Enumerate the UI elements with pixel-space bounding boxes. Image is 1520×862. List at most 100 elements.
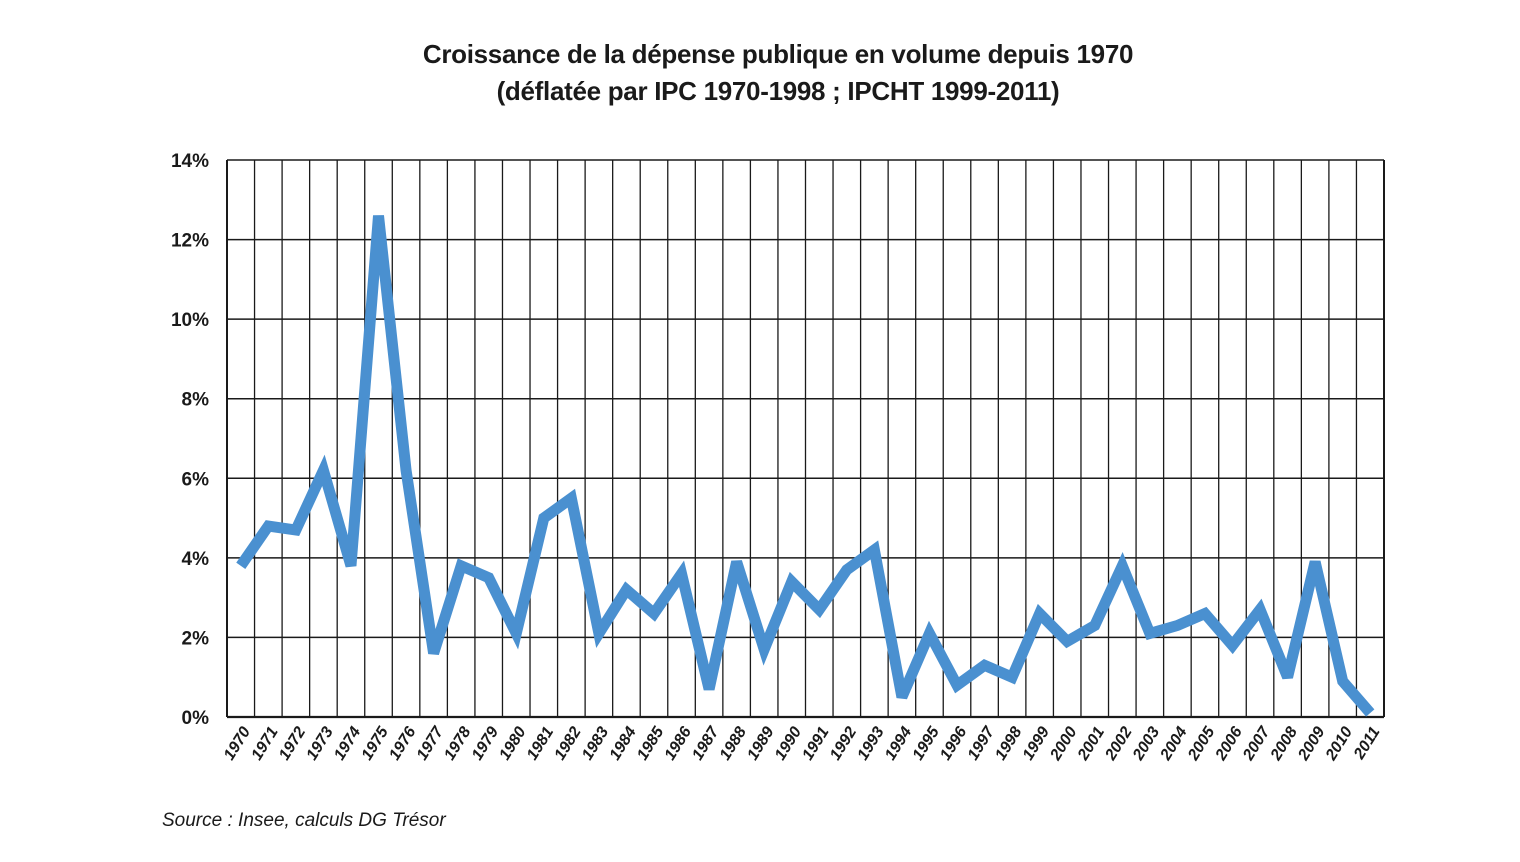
data-point (652, 612, 656, 616)
y-tick-label: 2% (182, 628, 210, 649)
x-tick-label: 1989 (744, 724, 777, 763)
x-tick-label: 1972 (276, 724, 309, 763)
chart-title-block: Croissance de la dépense publique en vol… (0, 36, 1520, 110)
data-point (735, 560, 739, 564)
x-tick-label: 1977 (414, 723, 448, 763)
data-point (459, 564, 463, 568)
x-tick-label: 1990 (772, 724, 805, 763)
x-tick-label: 2010 (1322, 724, 1356, 764)
x-tick-label: 2000 (1047, 724, 1081, 764)
x-tick-label: 1983 (579, 724, 612, 763)
y-tick-label: 6% (182, 469, 210, 490)
data-point (487, 576, 491, 580)
x-tick-label: 1985 (634, 723, 668, 763)
x-tick-label: 1997 (965, 723, 999, 763)
data-point (1038, 612, 1042, 616)
data-point (1065, 639, 1069, 643)
data-point (1120, 564, 1124, 568)
x-tick-label: 1979 (469, 724, 502, 763)
data-point (404, 468, 408, 472)
y-tick-label: 14% (171, 151, 209, 172)
x-tick-label: 1976 (386, 724, 419, 763)
x-tick-label: 1994 (882, 724, 915, 763)
data-point (266, 524, 270, 528)
data-point (597, 631, 601, 635)
x-tick-label: 1970 (221, 724, 254, 763)
data-point (762, 647, 766, 651)
data-point (680, 572, 684, 576)
data-point (927, 631, 931, 635)
data-point (1148, 631, 1152, 635)
x-tick-label: 2003 (1129, 724, 1163, 764)
series (236, 214, 1375, 717)
x-tick-label: 1992 (827, 724, 860, 763)
x-tick-label: 1973 (304, 724, 337, 763)
data-point (955, 683, 959, 687)
x-tick-label: 2005 (1185, 723, 1219, 764)
chart-title: Croissance de la dépense publique en vol… (422, 39, 1134, 69)
x-tick-label: 1975 (359, 723, 393, 763)
data-point (1203, 612, 1207, 616)
y-axis-ticks: 0% 2% 4% 6% 8% 10% 12% 14% (171, 151, 209, 729)
data-point (1175, 623, 1179, 627)
data-point (1093, 623, 1097, 627)
y-tick-label: 4% (182, 549, 210, 570)
data-point (294, 528, 298, 532)
data-point (1368, 711, 1372, 715)
data-point (845, 568, 849, 572)
data-point (1010, 675, 1014, 679)
data-point (624, 588, 628, 592)
x-tick-label: 2004 (1157, 724, 1191, 764)
x-tick-label: 1999 (1020, 724, 1053, 763)
y-tick-label: 0% (182, 708, 210, 729)
data-point (1313, 560, 1317, 564)
source-note: Source : Insee, calculs DG Trésor (162, 810, 446, 831)
data-point (900, 695, 904, 699)
x-tick-label: 1982 (551, 724, 584, 763)
x-tick-label: 1993 (854, 724, 887, 763)
series-line (236, 215, 1375, 717)
data-point (432, 651, 436, 655)
x-tick-label: 1981 (524, 724, 557, 763)
data-point (707, 687, 711, 691)
y-tick-label: 10% (171, 310, 209, 331)
x-tick-label: 1984 (607, 724, 640, 763)
x-tick-label: 1974 (331, 724, 364, 763)
x-tick-label: 2011 (1350, 724, 1383, 763)
chart-subtitle: (déflatée par IPC 1970-1998 ; IPCHT 1999… (496, 76, 1060, 106)
x-tick-label: 1998 (992, 724, 1025, 763)
x-tick-label: 2002 (1102, 724, 1136, 764)
y-tick-label: 12% (171, 231, 209, 252)
x-tick-label: 1996 (937, 724, 970, 763)
data-point (983, 663, 987, 667)
x-tick-label: 2009 (1295, 724, 1329, 764)
data-point (790, 580, 794, 584)
data-point (239, 564, 243, 568)
x-tick-label: 2008 (1267, 724, 1301, 764)
data-point (872, 548, 876, 552)
data-point (377, 214, 381, 218)
data-point (1286, 675, 1290, 679)
x-tick-label: 2007 (1240, 723, 1274, 764)
x-tick-label: 1991 (799, 724, 832, 763)
x-tick-label: 1987 (689, 723, 723, 763)
x-axis-ticks: 1970197119721973197419751976197719781979… (221, 723, 1384, 764)
data-point (1341, 679, 1345, 683)
data-point (1230, 643, 1234, 647)
data-point (321, 468, 325, 472)
data-point (349, 564, 353, 568)
x-tick-label: 1986 (662, 724, 695, 763)
y-tick-label: 8% (182, 390, 210, 411)
data-point (542, 516, 546, 520)
x-tick-label: 1980 (496, 724, 529, 763)
x-tick-label: 2001 (1074, 724, 1108, 764)
x-tick-label: 1978 (441, 724, 474, 763)
x-tick-label: 2006 (1212, 724, 1246, 764)
x-tick-label: 1995 (910, 723, 944, 763)
data-point (569, 496, 573, 500)
data-point (514, 631, 518, 635)
data-point (1258, 608, 1262, 612)
data-point (817, 608, 821, 612)
x-tick-label: 1988 (717, 724, 750, 763)
